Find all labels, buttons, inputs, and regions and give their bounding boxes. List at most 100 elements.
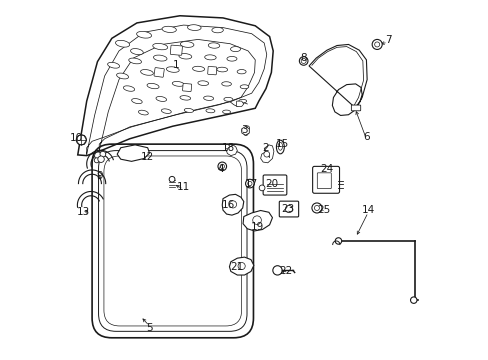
Ellipse shape (107, 62, 120, 68)
Circle shape (247, 181, 251, 186)
Circle shape (238, 262, 244, 270)
Circle shape (259, 185, 264, 191)
Text: 2: 2 (262, 143, 269, 153)
Text: 4: 4 (218, 164, 224, 174)
Circle shape (76, 135, 86, 145)
FancyBboxPatch shape (312, 166, 339, 193)
Text: 7: 7 (384, 35, 390, 45)
FancyBboxPatch shape (317, 173, 330, 189)
Circle shape (410, 297, 416, 303)
FancyBboxPatch shape (182, 84, 191, 91)
Ellipse shape (222, 110, 230, 114)
Ellipse shape (203, 96, 213, 100)
FancyBboxPatch shape (154, 68, 164, 77)
Ellipse shape (138, 110, 148, 115)
Circle shape (374, 42, 379, 47)
Ellipse shape (224, 97, 232, 101)
Text: 18: 18 (221, 143, 235, 153)
Text: 13: 13 (77, 207, 90, 217)
Text: 3: 3 (241, 125, 247, 135)
Ellipse shape (208, 43, 219, 48)
FancyBboxPatch shape (207, 67, 216, 75)
Ellipse shape (128, 58, 141, 64)
Ellipse shape (153, 55, 166, 61)
Ellipse shape (116, 73, 128, 79)
Text: 9: 9 (96, 171, 102, 181)
Circle shape (94, 152, 102, 159)
Text: 19: 19 (250, 222, 263, 232)
Circle shape (220, 164, 224, 168)
Polygon shape (308, 44, 366, 116)
Ellipse shape (237, 69, 245, 74)
FancyBboxPatch shape (351, 105, 360, 111)
Ellipse shape (276, 140, 284, 154)
Text: 10: 10 (70, 133, 83, 143)
Ellipse shape (204, 55, 216, 60)
Circle shape (244, 131, 247, 135)
Circle shape (169, 176, 175, 182)
Ellipse shape (221, 82, 231, 86)
Text: 23: 23 (280, 204, 294, 214)
Ellipse shape (198, 81, 208, 86)
Circle shape (252, 216, 261, 225)
Ellipse shape (147, 84, 159, 89)
Polygon shape (222, 194, 244, 215)
Text: 5: 5 (146, 323, 152, 333)
Ellipse shape (123, 86, 134, 91)
Circle shape (301, 58, 305, 63)
Ellipse shape (115, 40, 129, 47)
Ellipse shape (187, 25, 201, 31)
Circle shape (314, 206, 319, 211)
Ellipse shape (180, 41, 194, 48)
Ellipse shape (172, 81, 183, 86)
Ellipse shape (238, 99, 246, 103)
FancyBboxPatch shape (263, 175, 286, 195)
Circle shape (241, 129, 245, 133)
Circle shape (218, 162, 226, 171)
Text: 16: 16 (221, 200, 235, 210)
Ellipse shape (226, 57, 237, 61)
Ellipse shape (140, 69, 153, 75)
Ellipse shape (130, 49, 143, 55)
Circle shape (272, 266, 282, 275)
Ellipse shape (131, 99, 142, 104)
Polygon shape (243, 211, 272, 231)
Text: 11: 11 (177, 182, 190, 192)
Text: 1: 1 (173, 60, 179, 70)
Ellipse shape (152, 44, 167, 50)
Polygon shape (226, 145, 237, 156)
Text: 12: 12 (141, 152, 154, 162)
Circle shape (371, 40, 382, 49)
Ellipse shape (217, 67, 227, 72)
Polygon shape (236, 101, 244, 107)
Text: 22: 22 (279, 266, 292, 276)
Ellipse shape (240, 85, 248, 89)
Ellipse shape (184, 108, 193, 112)
Circle shape (299, 57, 307, 65)
Circle shape (245, 179, 254, 188)
Ellipse shape (192, 66, 204, 71)
Circle shape (244, 126, 249, 130)
Polygon shape (260, 145, 273, 163)
Circle shape (311, 203, 321, 213)
Text: 24: 24 (320, 164, 333, 174)
FancyBboxPatch shape (170, 45, 182, 55)
Circle shape (285, 206, 292, 213)
Polygon shape (117, 145, 149, 161)
Ellipse shape (179, 54, 191, 59)
Ellipse shape (211, 27, 223, 33)
Polygon shape (229, 257, 253, 275)
Text: 14: 14 (361, 206, 374, 216)
Text: 21: 21 (230, 262, 244, 272)
FancyBboxPatch shape (279, 201, 298, 217)
Circle shape (264, 151, 269, 157)
Ellipse shape (156, 96, 166, 102)
Ellipse shape (180, 96, 190, 100)
Text: 8: 8 (300, 53, 306, 63)
Ellipse shape (161, 109, 171, 113)
Ellipse shape (278, 142, 282, 150)
Text: 17: 17 (244, 179, 258, 189)
Circle shape (94, 158, 99, 163)
Text: 25: 25 (316, 206, 329, 216)
Ellipse shape (136, 31, 151, 38)
